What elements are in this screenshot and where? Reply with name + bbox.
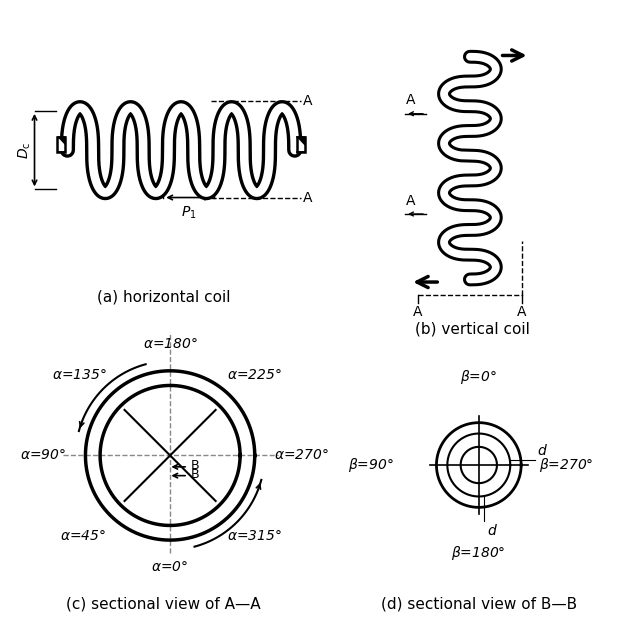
Text: $\alpha$=90°: $\alpha$=90° [20, 448, 66, 462]
Text: B: B [191, 459, 199, 472]
Text: (d) sectional view of B—B: (d) sectional view of B—B [381, 597, 577, 612]
Text: $\alpha$=135°: $\alpha$=135° [52, 368, 106, 382]
Text: d: d [487, 524, 496, 538]
Text: $\alpha$=0°: $\alpha$=0° [151, 560, 189, 574]
Text: d: d [537, 444, 546, 458]
Text: $\alpha$=45°: $\alpha$=45° [60, 529, 106, 543]
Text: (c) sectional view of A—A: (c) sectional view of A—A [67, 597, 261, 612]
Text: $\beta$=90°: $\beta$=90° [348, 456, 394, 474]
Text: (a) horizontal coil: (a) horizontal coil [97, 290, 231, 305]
Text: $\alpha$=315°: $\alpha$=315° [227, 529, 282, 543]
Bar [57, 137, 65, 152]
Text: $D_{\rm c}$: $D_{\rm c}$ [17, 141, 33, 159]
Text: $P_{\rm 1}$: $P_{\rm 1}$ [181, 204, 197, 221]
Text: A: A [413, 305, 423, 319]
Text: B: B [191, 468, 199, 480]
Text: $\alpha$=180°: $\alpha$=180° [142, 337, 198, 351]
Text: $\alpha$=225°: $\alpha$=225° [227, 368, 282, 382]
Polygon shape [297, 137, 305, 146]
Text: A: A [406, 93, 415, 107]
Text: $\alpha$=270°: $\alpha$=270° [274, 448, 329, 462]
Text: $\beta$=270°: $\beta$=270° [539, 456, 594, 474]
Bar [297, 137, 305, 152]
Text: A: A [303, 94, 312, 108]
Polygon shape [58, 137, 66, 146]
Text: (b) vertical coil: (b) vertical coil [415, 322, 530, 337]
Text: A: A [517, 305, 527, 319]
Text: A: A [406, 194, 415, 208]
Text: $\beta$=180°: $\beta$=180° [452, 543, 506, 562]
Text: $\beta$=0°: $\beta$=0° [461, 368, 497, 386]
Text: A: A [303, 190, 312, 204]
